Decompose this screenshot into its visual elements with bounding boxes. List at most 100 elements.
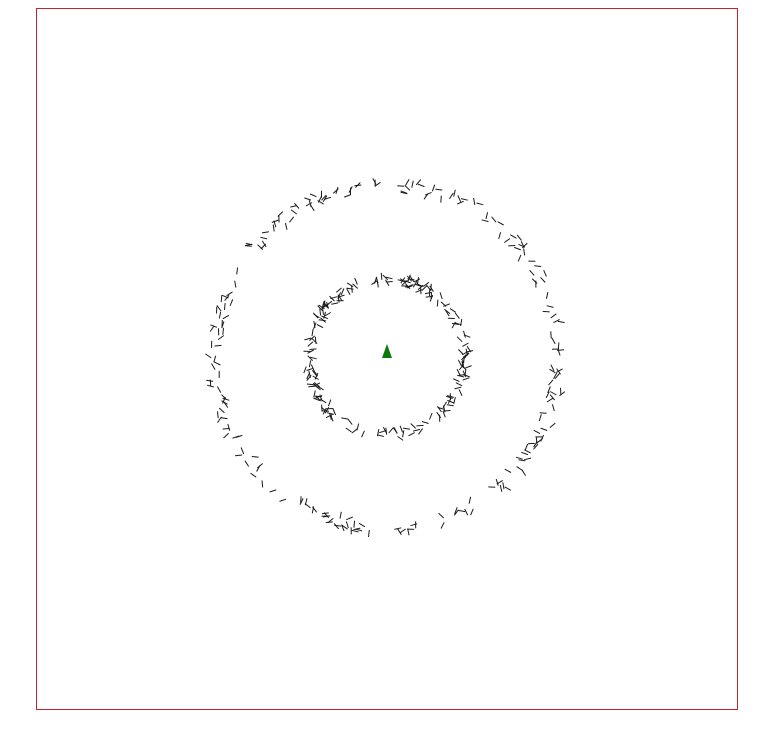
ring-segment bbox=[407, 528, 410, 536]
ring-segment bbox=[399, 528, 406, 534]
ring-segment bbox=[317, 305, 323, 312]
ring-segment bbox=[453, 396, 456, 405]
ring-segment bbox=[322, 195, 328, 202]
ring-segment bbox=[457, 374, 465, 378]
ring-segment bbox=[284, 222, 288, 230]
ring-segment bbox=[385, 427, 388, 435]
ring-segment bbox=[547, 386, 551, 394]
ring-segment bbox=[245, 243, 253, 246]
frame-border bbox=[36, 8, 738, 710]
ring-segment bbox=[413, 278, 421, 283]
ring-segment bbox=[229, 299, 234, 306]
ring-segment bbox=[392, 427, 398, 434]
ring-segment bbox=[408, 432, 415, 437]
ring-segment bbox=[502, 482, 505, 490]
ring-segment bbox=[306, 383, 314, 386]
ring-segment bbox=[556, 368, 563, 373]
ring-segment bbox=[260, 236, 268, 240]
ring-segment bbox=[324, 312, 332, 317]
ring-segment bbox=[327, 399, 332, 407]
ring-segment bbox=[337, 295, 340, 303]
ring-segment bbox=[326, 301, 329, 309]
inner-ring bbox=[303, 272, 474, 441]
ring-segment bbox=[454, 312, 460, 319]
ring-segment bbox=[269, 489, 277, 493]
ring-segment bbox=[222, 314, 230, 320]
ring-segment bbox=[405, 178, 410, 186]
ring-segment bbox=[313, 322, 317, 330]
ring-segment bbox=[220, 417, 228, 420]
ring-segment bbox=[323, 311, 326, 319]
ring-segment bbox=[385, 279, 390, 287]
ring-segment bbox=[332, 188, 339, 194]
ring-segment bbox=[321, 512, 329, 515]
ring-segment bbox=[227, 423, 231, 431]
ring-segment bbox=[452, 378, 460, 383]
ring-segment bbox=[462, 377, 470, 381]
ring-segment bbox=[305, 202, 313, 207]
ring-segment bbox=[272, 224, 275, 232]
ring-segment bbox=[218, 311, 222, 319]
ring-segment bbox=[279, 498, 287, 502]
ring-segment bbox=[421, 285, 428, 291]
ring-segment bbox=[223, 401, 229, 408]
ring-segment bbox=[307, 341, 314, 347]
ring-segment bbox=[416, 424, 424, 427]
ring-segment bbox=[549, 394, 555, 401]
ring-segment bbox=[531, 278, 538, 284]
ring-segment bbox=[294, 202, 300, 209]
ring-segment bbox=[205, 353, 212, 359]
ring-segment bbox=[422, 281, 430, 287]
ring-segment bbox=[382, 426, 388, 434]
ring-segment bbox=[346, 288, 351, 295]
ring-segment bbox=[546, 397, 554, 403]
ring-segment bbox=[319, 308, 322, 316]
ring-segment bbox=[317, 200, 324, 205]
ring-segment bbox=[521, 469, 527, 476]
ring-segment bbox=[546, 305, 554, 308]
ring-segment bbox=[324, 196, 332, 200]
ring-segment bbox=[444, 309, 450, 317]
ring-segment bbox=[341, 417, 349, 420]
ring-segment bbox=[299, 498, 304, 505]
ring-segment bbox=[549, 368, 556, 374]
ring-segment bbox=[465, 350, 474, 353]
ring-segment bbox=[439, 292, 443, 300]
ring-segment bbox=[351, 428, 358, 434]
ring-segment bbox=[424, 291, 432, 295]
ring-segment bbox=[290, 209, 298, 215]
ring-segment bbox=[330, 414, 334, 422]
ring-segment bbox=[451, 322, 460, 325]
ring-segment bbox=[518, 243, 526, 248]
ring-segment bbox=[517, 254, 522, 262]
ring-segment bbox=[397, 185, 405, 187]
ring-segment bbox=[321, 315, 329, 320]
ring-segment bbox=[449, 308, 457, 313]
ring-segment bbox=[553, 318, 560, 324]
ring-segment bbox=[310, 204, 315, 212]
ring-segment bbox=[429, 412, 433, 420]
ring-segment bbox=[372, 178, 377, 185]
ring-segment bbox=[435, 188, 443, 191]
ring-segment bbox=[209, 325, 215, 332]
ring-segment bbox=[388, 427, 394, 434]
ring-segment bbox=[430, 292, 433, 300]
ring-segment bbox=[217, 335, 225, 341]
ring-segment bbox=[543, 270, 547, 277]
ring-segment bbox=[521, 451, 529, 456]
ring-segment bbox=[406, 283, 414, 288]
ring-segment bbox=[314, 395, 322, 398]
ring-segment bbox=[458, 509, 466, 513]
ring-segment bbox=[553, 372, 558, 380]
ring-segment bbox=[321, 194, 327, 201]
ring-segment bbox=[222, 327, 224, 335]
ring-segment bbox=[331, 302, 339, 305]
ring-segment bbox=[309, 193, 317, 198]
ring-segment bbox=[510, 234, 517, 239]
ring-segment bbox=[235, 454, 243, 457]
ring-segment bbox=[261, 231, 269, 234]
ring-segment bbox=[463, 355, 465, 364]
ring-segment bbox=[271, 219, 279, 223]
ring-segment bbox=[379, 430, 387, 434]
ring-segment bbox=[495, 478, 499, 486]
